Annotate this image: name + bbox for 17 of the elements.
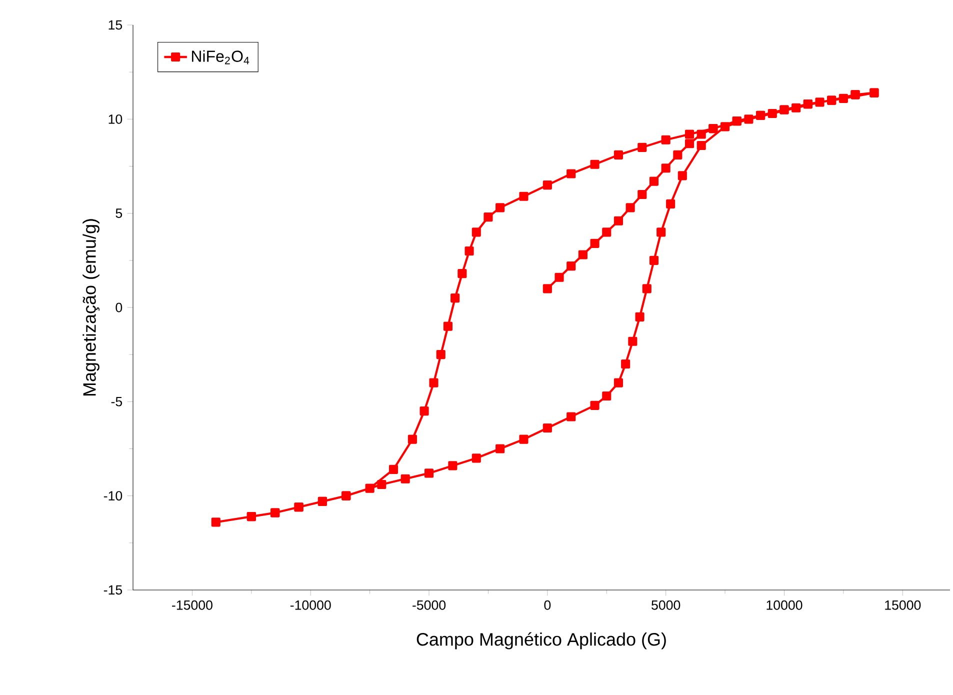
y-tick-label: 15 [108, 20, 122, 30]
x-tick-label: 5000 [652, 600, 680, 610]
y-tick-label: -10 [104, 491, 122, 501]
y-tick-label: 5 [116, 208, 122, 218]
x-tick-label: -10000 [290, 600, 331, 610]
y-tick-label: -15 [104, 585, 122, 595]
y-tick-label: 0 [116, 302, 122, 312]
legend-label: NiFe$_{2}$O$_{4}$ [192, 50, 250, 64]
x-tick-label: -15000 [172, 600, 212, 610]
y-axis-title: Magnetização (emu/g) [82, 219, 100, 396]
x-tick-label: 15000 [885, 600, 921, 610]
y-tick-label: -5 [111, 396, 122, 406]
x-tick-label: 10000 [766, 600, 802, 610]
x-tick-label: -5000 [412, 600, 446, 610]
x-tick-label: 0 [544, 600, 551, 610]
x-axis-title: Campo Magnético Aplicado (G) [416, 632, 666, 650]
y-tick-label: 10 [108, 114, 122, 124]
